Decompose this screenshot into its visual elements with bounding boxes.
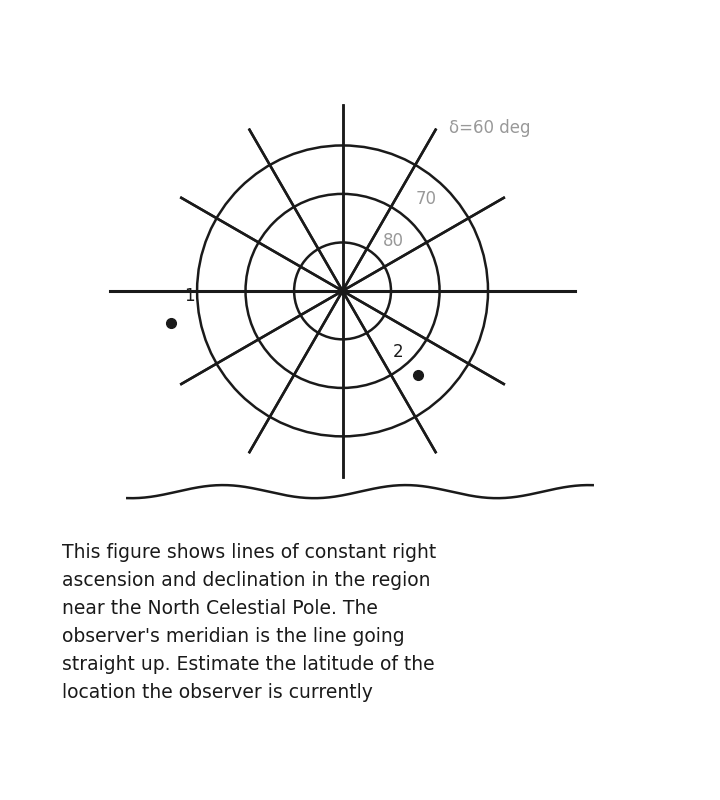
Text: δ=60 deg: δ=60 deg [449, 119, 530, 137]
Text: This figure shows lines of constant right
ascension and declination in the regio: This figure shows lines of constant righ… [62, 542, 436, 702]
Text: 2: 2 [393, 342, 404, 361]
Text: 80: 80 [383, 233, 404, 250]
Text: 70: 70 [415, 190, 436, 208]
Text: 1: 1 [184, 287, 194, 306]
